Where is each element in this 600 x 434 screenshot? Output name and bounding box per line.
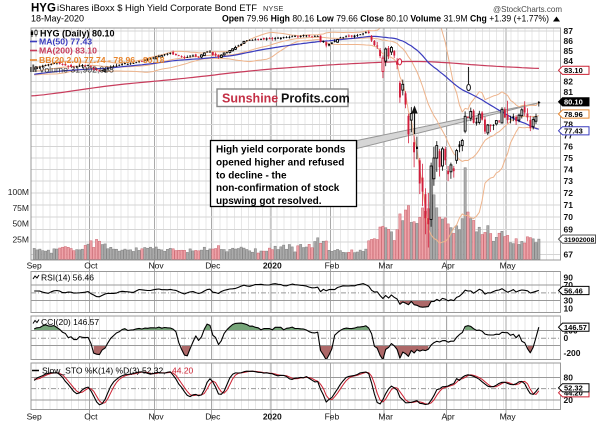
svg-text:52.32: 52.32 [564,384,583,393]
svg-text:non-confirmation of stock: non-confirmation of stock [216,183,340,194]
svg-text:76: 76 [564,142,574,152]
svg-text:72: 72 [564,188,574,198]
svg-text:10: 10 [564,303,574,313]
svg-text:44.20: 44.20 [564,389,583,398]
svg-text:31902008: 31902008 [564,237,594,244]
svg-text:BB(20,2.0) 77.74 - 78.96 - 80.: BB(20,2.0) 77.74 - 78.96 - 80.18 [39,55,165,65]
svg-text:RSI(14) 56.46: RSI(14) 56.46 [41,273,94,283]
svg-text:70: 70 [564,212,574,222]
svg-text:CCI(20) 146.57: CCI(20) 146.57 [41,317,99,327]
svg-text:100M: 100M [8,187,29,197]
svg-text:Open 79.96 High 80.16 Low 79.6: Open 79.96 High 80.16 Low 79.66 Close 80… [222,14,549,24]
svg-text:upswing got resolved.: upswing got resolved. [216,196,322,207]
svg-text:85: 85 [564,46,574,56]
svg-text:84: 84 [564,56,574,66]
svg-text:80.10: 80.10 [564,98,583,107]
svg-text:HYG: HYG [31,3,56,15]
svg-text:25M: 25M [12,235,29,245]
svg-text:Apr: Apr [441,412,454,422]
svg-text:iShares iBoxx $ High Yield Cor: iShares iBoxx $ High Yield Corporate Bon… [57,3,258,13]
svg-text:82: 82 [564,77,574,87]
svg-text:MA(50) 77.43: MA(50) 77.43 [39,37,92,47]
svg-text:Apr: Apr [441,261,454,271]
svg-text:50M: 50M [12,219,29,229]
svg-text:30: 30 [564,296,574,306]
svg-text:Profits.com: Profits.com [281,92,350,106]
svg-text:80: 80 [564,372,574,382]
svg-text:Sep: Sep [27,412,42,422]
svg-text:Feb: Feb [325,412,340,422]
svg-text:87: 87 [564,26,574,36]
svg-text:78.96: 78.96 [564,110,583,119]
svg-text:Oct: Oct [84,261,98,271]
svg-text:2020: 2020 [263,412,282,422]
svg-text:71: 71 [564,200,574,210]
svg-text:High yield corporate bonds: High yield corporate bonds [216,145,346,156]
svg-text:May: May [500,412,517,422]
svg-text:44.20: 44.20 [172,366,194,376]
svg-text:20: 20 [564,395,574,405]
svg-text:opened higher and refused: opened higher and refused [216,157,344,168]
svg-text:May: May [500,261,517,271]
svg-text:Volume 31,902,008: Volume 31,902,008 [39,65,114,75]
svg-text:@StockCharts.com: @StockCharts.com [493,4,562,14]
svg-text:to decline - the: to decline - the [216,170,287,181]
svg-text:Dec: Dec [205,261,221,271]
svg-text:Mar: Mar [378,412,393,422]
svg-text:0: 0 [564,333,569,343]
svg-text:Sunshine: Sunshine [222,92,278,106]
svg-text:69: 69 [564,224,574,234]
svg-text:Nov: Nov [149,412,165,422]
svg-text:146.57: 146.57 [564,323,587,332]
svg-text:MA(200) 83.10: MA(200) 83.10 [39,46,97,56]
svg-text:81: 81 [564,87,574,97]
svg-text:67: 67 [564,250,574,260]
svg-text:75M: 75M [12,203,29,213]
svg-text:56.46: 56.46 [564,286,583,295]
svg-text:83.10: 83.10 [564,66,583,75]
svg-text:Sep: Sep [27,261,42,271]
svg-text:Mar: Mar [378,261,393,271]
svg-text:77: 77 [564,131,574,141]
svg-text:77.43: 77.43 [564,127,583,136]
svg-text:18-May-2020: 18-May-2020 [31,14,84,24]
svg-text:-200: -200 [564,348,581,358]
svg-text:HYG (Daily) 80.10: HYG (Daily) 80.10 [40,29,115,39]
svg-text:75: 75 [564,153,574,163]
svg-text:78: 78 [564,120,574,130]
svg-text:Slow_STO %K(14) %D(3) 52.32,: Slow_STO %K(14) %D(3) 52.32, [42,366,166,376]
svg-text:Dec: Dec [205,412,221,422]
svg-text:90: 90 [564,273,574,283]
svg-text:Oct: Oct [84,412,98,422]
svg-text:73: 73 [564,176,574,186]
svg-text:Nov: Nov [149,261,165,271]
svg-text:70: 70 [564,280,574,290]
svg-text:86: 86 [564,36,574,46]
svg-text:Feb: Feb [325,261,340,271]
svg-text:NYSE: NYSE [263,4,283,13]
svg-text:74: 74 [564,165,574,175]
svg-text:2020: 2020 [263,261,282,271]
